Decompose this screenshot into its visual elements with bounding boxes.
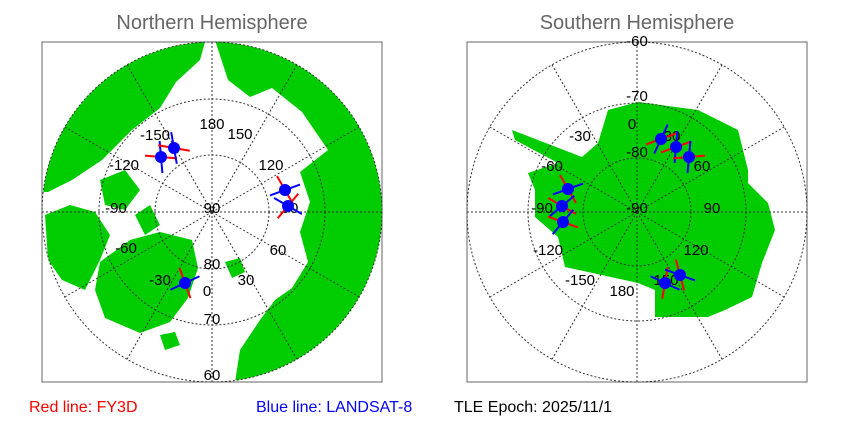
- graticule-label: 90: [204, 200, 221, 217]
- graticule-label: -60: [541, 158, 563, 175]
- graticule-label: 80: [204, 256, 221, 273]
- graticule-label: 70: [204, 311, 221, 328]
- graticule-label: -70: [626, 88, 648, 105]
- satellite-dot: [179, 277, 191, 289]
- graticule-label: 180: [199, 116, 224, 133]
- meridian-line: [64, 126, 213, 213]
- iceland: [160, 332, 180, 350]
- graticule-label: 150: [227, 126, 252, 143]
- tle-epoch: TLE Epoch: 2025/11/1: [454, 399, 613, 416]
- graticule-label: -90: [105, 200, 127, 217]
- graticule-label: -60: [115, 240, 137, 257]
- meridian-line: [551, 211, 638, 360]
- north-panel: Northern Hemisphere 1801501209060300-30-…: [41, 12, 383, 384]
- graticule-label: -150: [140, 127, 170, 144]
- meridian-line: [211, 211, 298, 360]
- meridian-line: [636, 126, 785, 213]
- graticule-label: -90: [531, 200, 553, 217]
- meridian-line: [126, 64, 213, 213]
- graticule-label: 60: [270, 242, 287, 259]
- graticule-label: 120: [683, 242, 708, 259]
- meridian-line: [64, 211, 213, 298]
- satellite-dot: [279, 184, 291, 196]
- north-graticule: [41, 41, 383, 383]
- meridian-line: [636, 64, 723, 213]
- meridian-line: [489, 211, 638, 298]
- legend-fy3d: Red line: FY3D: [29, 399, 138, 416]
- graticule-label: -80: [626, 144, 648, 161]
- north-labels: 1801501209060300-30-60-90-120-1509080706…: [105, 116, 298, 384]
- graticule-label: -90: [626, 200, 648, 217]
- satellite-dot: [683, 151, 695, 163]
- canada-islands: [45, 170, 160, 290]
- meridian-line: [551, 64, 638, 213]
- south-graticule: [466, 41, 808, 383]
- satellite-position: [672, 140, 706, 174]
- graticule-label: 60: [694, 158, 711, 175]
- satellite-position: [547, 209, 579, 235]
- graticule-label: 120: [258, 157, 283, 174]
- satellite-dot: [557, 216, 569, 228]
- north-satellite-tracks: [144, 132, 303, 299]
- satellite-dot: [155, 151, 167, 163]
- south-land: [512, 102, 775, 317]
- satellite-dot: [282, 200, 294, 212]
- graticule-label: -150: [565, 272, 595, 289]
- satellite-dot: [562, 183, 574, 195]
- graticule-label: -120: [109, 157, 139, 174]
- satellite-dot: [655, 133, 667, 145]
- satellite-position: [645, 124, 677, 154]
- graticule-label: -30: [569, 128, 591, 145]
- satellite-position: [269, 175, 301, 205]
- graticule-label: 0: [203, 283, 211, 300]
- graticule-label: 0: [628, 116, 636, 133]
- satellite-dot: [674, 269, 686, 281]
- legend-landsat8: Blue line: LANDSAT-8: [256, 399, 413, 416]
- graticule-label: 30: [238, 272, 255, 289]
- graticule-label: 180: [609, 283, 634, 300]
- satellite-position: [664, 259, 696, 291]
- satellite-dot: [168, 142, 180, 154]
- meridian-line: [126, 211, 213, 360]
- svalbard: [225, 258, 245, 278]
- south-panel: Southern Hemisphere 0306090120150180-150…: [466, 12, 808, 383]
- greenland: [95, 232, 198, 333]
- meridian-line: [636, 211, 785, 298]
- eurasia: [215, 42, 382, 382]
- meridian-line: [211, 211, 360, 298]
- satellite-position: [552, 174, 584, 204]
- south-satellite-tracks: [547, 124, 706, 299]
- graticule-label: 60: [204, 367, 221, 384]
- satellite-dot: [670, 141, 682, 153]
- meridian-line: [211, 64, 298, 213]
- satellite-dot: [659, 277, 671, 289]
- south-title: Southern Hemisphere: [540, 12, 735, 34]
- meridian-line: [211, 126, 360, 213]
- satellite-position: [170, 267, 200, 299]
- satellite-dot: [556, 200, 568, 212]
- satellite-position: [273, 193, 303, 219]
- graticule-label: -120: [533, 242, 563, 259]
- graticule-label: -60: [626, 33, 648, 50]
- satellite-position: [650, 267, 680, 299]
- graticule-label: -30: [149, 272, 171, 289]
- north-title: Northern Hemisphere: [116, 12, 307, 34]
- antarctica: [512, 102, 775, 317]
- meridian-line: [489, 126, 638, 213]
- graticule-label: 90: [704, 200, 721, 217]
- satellite-position: [158, 132, 190, 164]
- meridian-line: [636, 211, 723, 360]
- south-labels: 0306090120150180-150-120-90-60-30-90-80-…: [531, 33, 720, 300]
